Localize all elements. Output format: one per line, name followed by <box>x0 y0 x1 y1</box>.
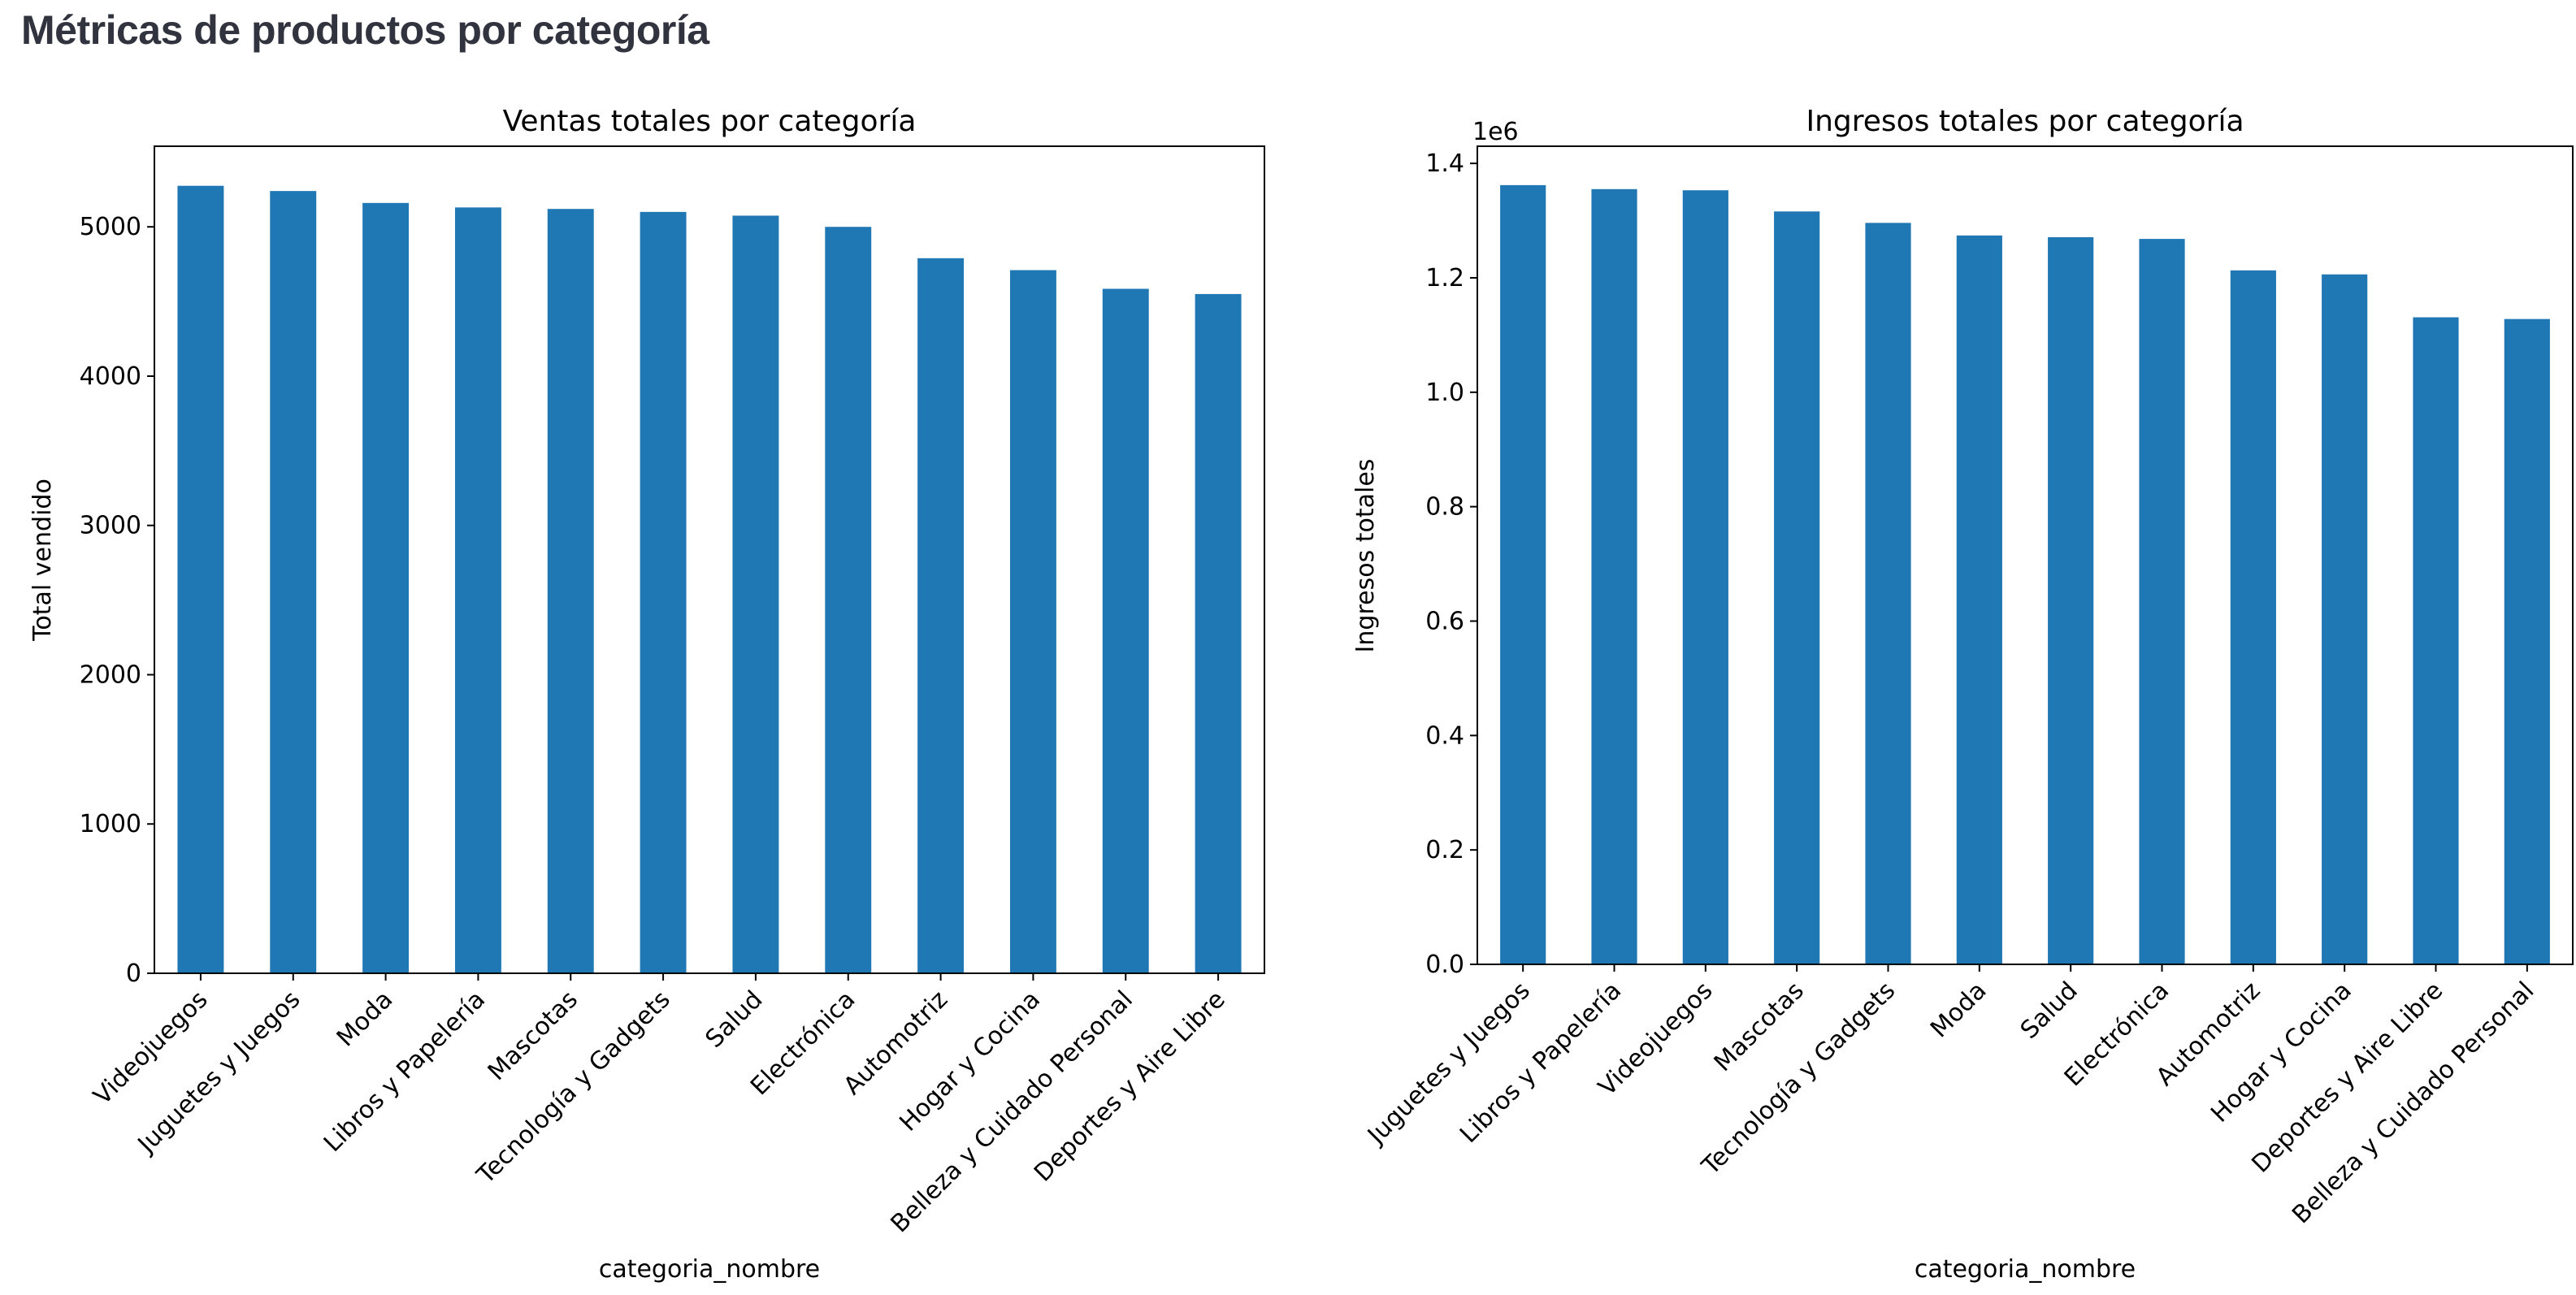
chart-title: Ingresos totales por categoría <box>1806 105 2244 138</box>
y-axis-label: Total vendido <box>28 479 57 642</box>
bar-3 <box>1682 190 1728 965</box>
x-tick-label: Juguetes y Juegos <box>132 985 306 1160</box>
bar-2 <box>270 191 317 973</box>
y-tick-label: 4000 <box>80 362 141 391</box>
y-tick-label: 0.8 <box>1425 493 1464 522</box>
chart-title: Ventas totales por categoría <box>503 105 917 138</box>
bar-4 <box>454 207 501 974</box>
y-axis-label: Ingresos totales <box>1351 459 1380 653</box>
bar-11 <box>2413 317 2459 964</box>
y-tick-label: 1.2 <box>1425 264 1464 292</box>
bar-2 <box>1591 188 1637 964</box>
y-tick-label: 1.4 <box>1425 149 1464 178</box>
y-tick-label: 2000 <box>80 660 141 689</box>
plot-frame <box>1477 145 2574 965</box>
x-tick-label: Mascotas <box>483 985 583 1086</box>
x-tick-label: Tecnología y Gadgets <box>471 985 676 1190</box>
x-tick-label: Moda <box>1925 977 1992 1043</box>
bar-6 <box>640 211 687 974</box>
x-tick-label: Salud <box>2015 977 2084 1045</box>
bar-12 <box>1195 293 1242 973</box>
bar-6 <box>1956 235 2002 965</box>
bar-12 <box>2504 318 2550 964</box>
y-tick-label: 3000 <box>80 512 141 540</box>
y-tick-label: 0.0 <box>1425 951 1464 979</box>
x-tick-label: Moda <box>332 985 398 1052</box>
bar-4 <box>1774 211 1820 964</box>
bar-5 <box>1865 223 1911 964</box>
bar-3 <box>362 202 410 973</box>
y-tick-label: 0 <box>126 959 141 988</box>
x-tick-label: Libros y Papelería <box>319 985 491 1158</box>
bar-11 <box>1102 288 1149 973</box>
bar-9 <box>2230 270 2276 964</box>
bar-7 <box>2048 236 2094 965</box>
plot-frame <box>154 145 1265 974</box>
y-tick-label: 0.2 <box>1425 836 1464 864</box>
bar-7 <box>732 215 779 973</box>
axis-offset-label: 1e6 <box>1472 118 1519 146</box>
y-tick-label: 1.0 <box>1425 379 1464 407</box>
y-tick-label: 1000 <box>80 810 141 838</box>
chart-ingresos: 0.0 0.2 0.4 0.6 0.8 1.0 1.2 1.4 Juguetes y Juego… <box>1351 105 2574 1284</box>
x-tick-label: Salud <box>700 985 769 1054</box>
chart-ventas: 010002000300040005000VideojuegosJuguetes… <box>28 105 1265 1284</box>
bar-1 <box>1500 184 1546 964</box>
bar-8 <box>2139 239 2185 965</box>
y-tick-label: 0.6 <box>1425 607 1464 635</box>
y-tick-label: 5000 <box>80 213 141 241</box>
bar-10 <box>2322 274 2368 964</box>
x-tick-label: Libros y Papelería <box>1455 977 1627 1149</box>
y-tick-label: 0.4 <box>1425 721 1464 750</box>
bar-9 <box>917 258 965 973</box>
x-axis-label: categoria_nombre <box>1915 1255 2136 1284</box>
x-tick-label: Deportes y Aire Libre <box>1029 985 1231 1188</box>
x-axis-label: categoria_nombre <box>599 1255 820 1284</box>
bar-5 <box>547 209 594 973</box>
bar-8 <box>825 227 872 974</box>
page-title: Métricas de productos por categoría <box>21 7 709 53</box>
bar-10 <box>1009 270 1056 973</box>
x-tick-label: Juguetes y Juegos <box>1361 977 1536 1151</box>
bar-1 <box>177 185 224 973</box>
